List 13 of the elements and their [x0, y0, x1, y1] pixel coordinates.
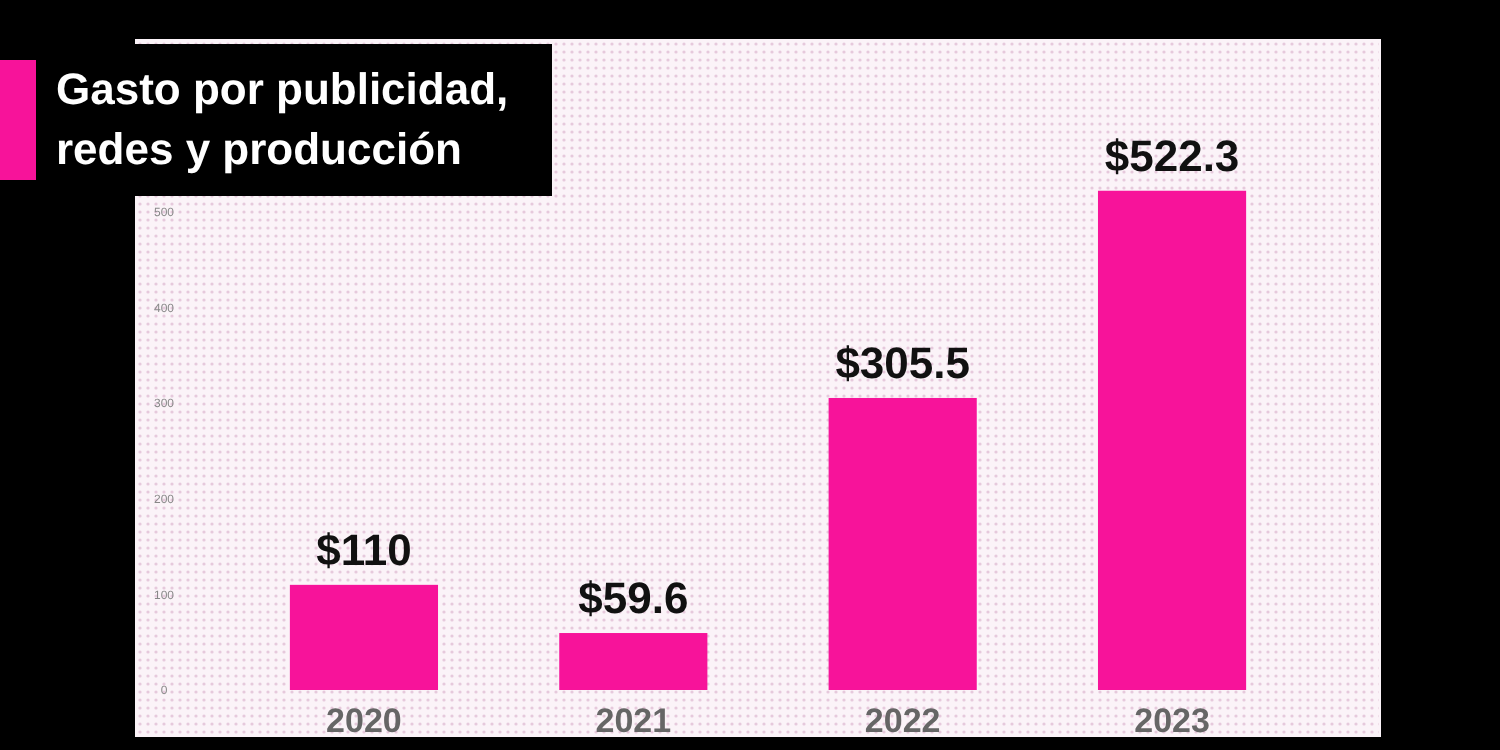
text: Gasto por publicidad, redes y producción: [56, 64, 509, 174]
x-tick-label: 2023: [1134, 702, 1210, 740]
x-tick-label: 2022: [864, 702, 941, 740]
data-label: $59.6: [578, 573, 689, 624]
bar: [1097, 190, 1247, 690]
bar: [828, 397, 977, 690]
data-label: $522.3: [1104, 130, 1240, 181]
data-label: $110: [316, 524, 412, 575]
x-tick-label: 2021: [595, 702, 672, 740]
bar: [559, 633, 708, 690]
data-label: $305.5: [835, 337, 970, 388]
bar: [289, 584, 439, 690]
x-tick-label: 2020: [326, 702, 402, 740]
